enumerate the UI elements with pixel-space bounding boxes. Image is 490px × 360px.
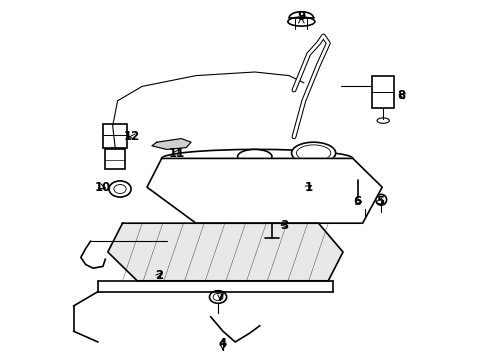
- Ellipse shape: [109, 181, 131, 197]
- Ellipse shape: [361, 199, 369, 208]
- Text: 3: 3: [280, 219, 288, 231]
- Text: 6: 6: [354, 195, 362, 208]
- Text: 10: 10: [95, 181, 111, 194]
- Polygon shape: [152, 139, 191, 149]
- Polygon shape: [147, 158, 382, 223]
- Text: 11: 11: [168, 147, 185, 159]
- Bar: [105, 149, 125, 169]
- Text: 7: 7: [217, 291, 224, 303]
- Bar: [372, 76, 394, 108]
- Text: 9: 9: [297, 10, 305, 23]
- Ellipse shape: [377, 118, 389, 123]
- Ellipse shape: [238, 149, 272, 164]
- Text: 1: 1: [305, 181, 313, 194]
- Ellipse shape: [288, 17, 315, 26]
- Text: 2: 2: [155, 269, 163, 282]
- Text: 8: 8: [398, 89, 406, 102]
- Ellipse shape: [210, 291, 226, 303]
- Text: 12: 12: [124, 130, 141, 143]
- Polygon shape: [108, 223, 343, 281]
- Ellipse shape: [376, 194, 387, 205]
- Ellipse shape: [292, 142, 336, 164]
- Ellipse shape: [162, 149, 353, 167]
- Text: 4: 4: [219, 337, 227, 350]
- Text: 5: 5: [376, 195, 384, 208]
- Bar: [103, 124, 127, 148]
- Ellipse shape: [350, 196, 365, 203]
